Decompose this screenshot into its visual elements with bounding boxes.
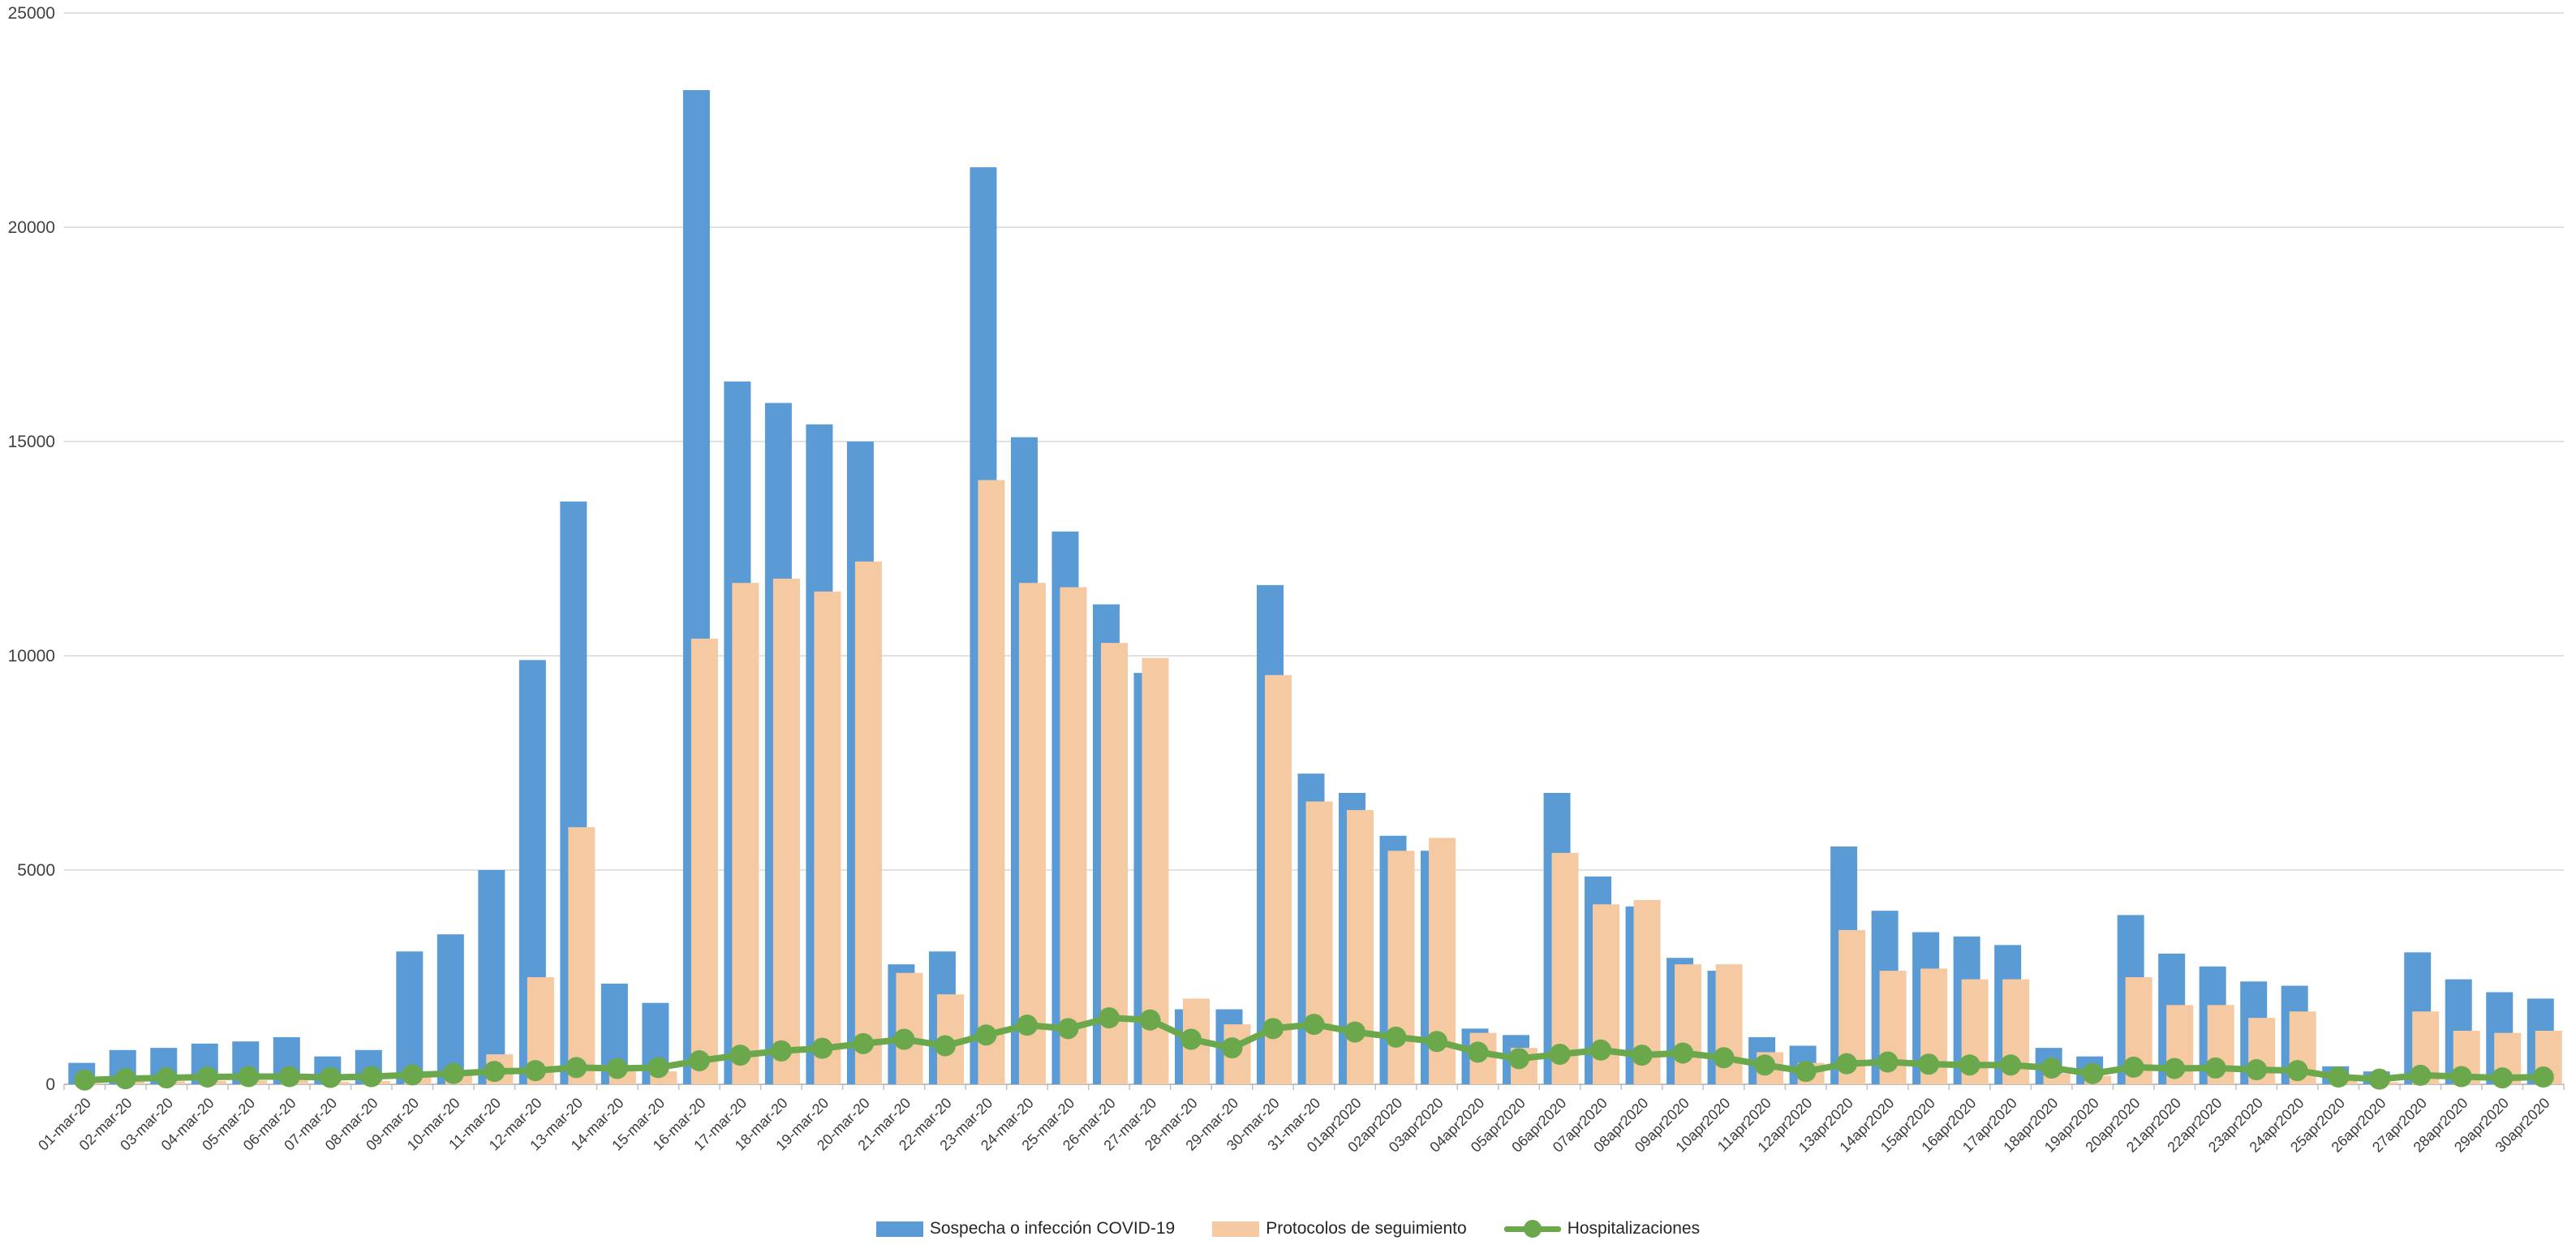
- legend-label-sospecha: Sospecha o infección COVID-19: [929, 1219, 1176, 1238]
- line-marker-hospitalizaciones: [1426, 1031, 1448, 1053]
- legend-swatch-green-line: [1503, 1220, 1561, 1238]
- line-marker-hospitalizaciones: [2450, 1066, 2472, 1088]
- line-marker-hospitalizaciones: [238, 1066, 260, 1088]
- line-marker-hospitalizaciones: [1795, 1061, 1817, 1083]
- line-marker-hospitalizaciones: [2492, 1067, 2514, 1089]
- bar-sospecha: [396, 951, 424, 1084]
- y-axis-tick-label: 20000: [8, 218, 55, 237]
- line-marker-hospitalizaciones: [1344, 1021, 1366, 1043]
- line-marker-hospitalizaciones: [1508, 1048, 1530, 1070]
- bar-protocolos: [732, 583, 759, 1084]
- line-marker-hospitalizaciones: [360, 1066, 382, 1088]
- legend-label-hospitalizaciones: Hospitalizaciones: [1567, 1219, 1701, 1238]
- line-marker-hospitalizaciones: [2122, 1056, 2144, 1078]
- line-marker-hospitalizaciones: [606, 1058, 628, 1079]
- y-axis-tick-label: 25000: [8, 4, 55, 23]
- bar-protocolos: [1347, 810, 1374, 1084]
- legend-item-protocolos: Protocolos de seguimiento: [1212, 1219, 1467, 1239]
- line-marker-hospitalizaciones: [729, 1045, 751, 1066]
- line-marker-hospitalizaciones: [811, 1037, 833, 1059]
- line-marker-hospitalizaciones: [1303, 1014, 1325, 1036]
- line-marker-hospitalizaciones: [196, 1066, 218, 1088]
- legend-item-sospecha: Sospecha o infección COVID-19: [875, 1219, 1176, 1239]
- line-marker-hospitalizaciones: [1098, 1007, 1120, 1029]
- line-marker-hospitalizaciones: [1385, 1026, 1407, 1048]
- line-marker-hospitalizaciones: [1836, 1053, 1858, 1075]
- line-marker-hospitalizaciones: [156, 1067, 178, 1089]
- line-marker-hospitalizaciones: [647, 1057, 669, 1079]
- line-marker-hospitalizaciones: [2286, 1060, 2308, 1082]
- line-marker-hospitalizaciones: [770, 1040, 792, 1062]
- line-marker-hospitalizaciones: [442, 1062, 464, 1084]
- bar-protocolos: [1264, 674, 1292, 1084]
- bar-protocolos: [854, 561, 882, 1084]
- line-marker-hospitalizaciones: [1959, 1054, 1980, 1076]
- bar-protocolos: [690, 638, 718, 1084]
- line-marker-hospitalizaciones: [2328, 1066, 2350, 1088]
- line-marker-hospitalizaciones: [1877, 1051, 1899, 1073]
- line-marker-hospitalizaciones: [852, 1032, 874, 1054]
- bar-sospecha: [437, 934, 464, 1084]
- line-marker-hospitalizaciones: [934, 1035, 956, 1057]
- bar-protocolos: [1060, 587, 1087, 1084]
- line-marker-hospitalizaciones: [1590, 1039, 1612, 1061]
- legend-label-protocolos: Protocolos de seguimiento: [1266, 1219, 1467, 1238]
- line-marker-hospitalizaciones: [975, 1024, 997, 1046]
- bar-protocolos: [1675, 964, 1702, 1084]
- line-marker-hospitalizaciones: [1918, 1053, 1940, 1075]
- bar-protocolos: [1387, 851, 1415, 1084]
- line-marker-hospitalizaciones: [1016, 1015, 1038, 1036]
- y-axis-tick-label: 15000: [8, 433, 55, 451]
- line-marker-hospitalizaciones: [2164, 1058, 2186, 1079]
- line-marker-hospitalizaciones: [524, 1060, 546, 1082]
- bar-protocolos: [568, 827, 596, 1084]
- line-marker-hospitalizaciones: [2246, 1059, 2268, 1081]
- legend-swatch-peach: [1212, 1221, 1260, 1237]
- line-marker-hospitalizaciones: [1180, 1028, 1202, 1050]
- y-axis-tick-label: 5000: [17, 861, 55, 880]
- bar-protocolos: [896, 972, 923, 1084]
- legend-swatch-blue: [875, 1221, 923, 1237]
- line-marker-hospitalizaciones: [566, 1057, 587, 1079]
- legend-item-hospitalizaciones: Hospitalizaciones: [1503, 1219, 1701, 1239]
- bar-protocolos: [772, 578, 800, 1084]
- line-marker-hospitalizaciones: [688, 1049, 710, 1071]
- line-marker-hospitalizaciones: [1754, 1054, 1776, 1076]
- bar-protocolos: [1305, 801, 1333, 1084]
- y-axis-tick-label: 0: [45, 1075, 55, 1094]
- line-marker-hospitalizaciones: [2204, 1057, 2226, 1079]
- line-marker-hospitalizaciones: [1467, 1041, 1489, 1063]
- line-marker-hospitalizaciones: [893, 1028, 915, 1050]
- line-marker-hospitalizaciones: [278, 1066, 300, 1088]
- bar-sospecha: [478, 870, 505, 1084]
- line-marker-hospitalizaciones: [1221, 1037, 1243, 1059]
- line-marker-hospitalizaciones: [402, 1064, 424, 1086]
- line-marker-hospitalizaciones: [320, 1066, 342, 1088]
- line-marker-hospitalizaciones: [1672, 1042, 1694, 1064]
- line-marker-hospitalizaciones: [1139, 1009, 1161, 1031]
- line-marker-hospitalizaciones: [1713, 1047, 1735, 1069]
- y-axis-tick-label: 10000: [8, 647, 55, 666]
- line-marker-hospitalizaciones: [2082, 1062, 2104, 1084]
- line-marker-hospitalizaciones: [2410, 1064, 2432, 1086]
- line-marker-hospitalizaciones: [74, 1069, 96, 1091]
- line-marker-hospitalizaciones: [1057, 1018, 1079, 1040]
- line-marker-hospitalizaciones: [2000, 1054, 2022, 1076]
- chart-legend: Sospecha o infección COVID-19 Protocolos…: [0, 1219, 2576, 1239]
- line-marker-hospitalizaciones: [1631, 1045, 1653, 1066]
- line-marker-hospitalizaciones: [1549, 1044, 1571, 1066]
- bar-protocolos: [814, 591, 841, 1084]
- line-marker-hospitalizaciones: [114, 1068, 136, 1090]
- bar-protocolos: [978, 480, 1005, 1084]
- line-marker-hospitalizaciones: [2041, 1057, 2062, 1079]
- line-marker-hospitalizaciones: [2532, 1066, 2554, 1088]
- line-marker-hospitalizaciones: [1262, 1018, 1284, 1040]
- line-marker-hospitalizaciones: [484, 1061, 505, 1083]
- line-marker-hospitalizaciones: [2368, 1068, 2390, 1090]
- bar-protocolos: [1018, 583, 1046, 1084]
